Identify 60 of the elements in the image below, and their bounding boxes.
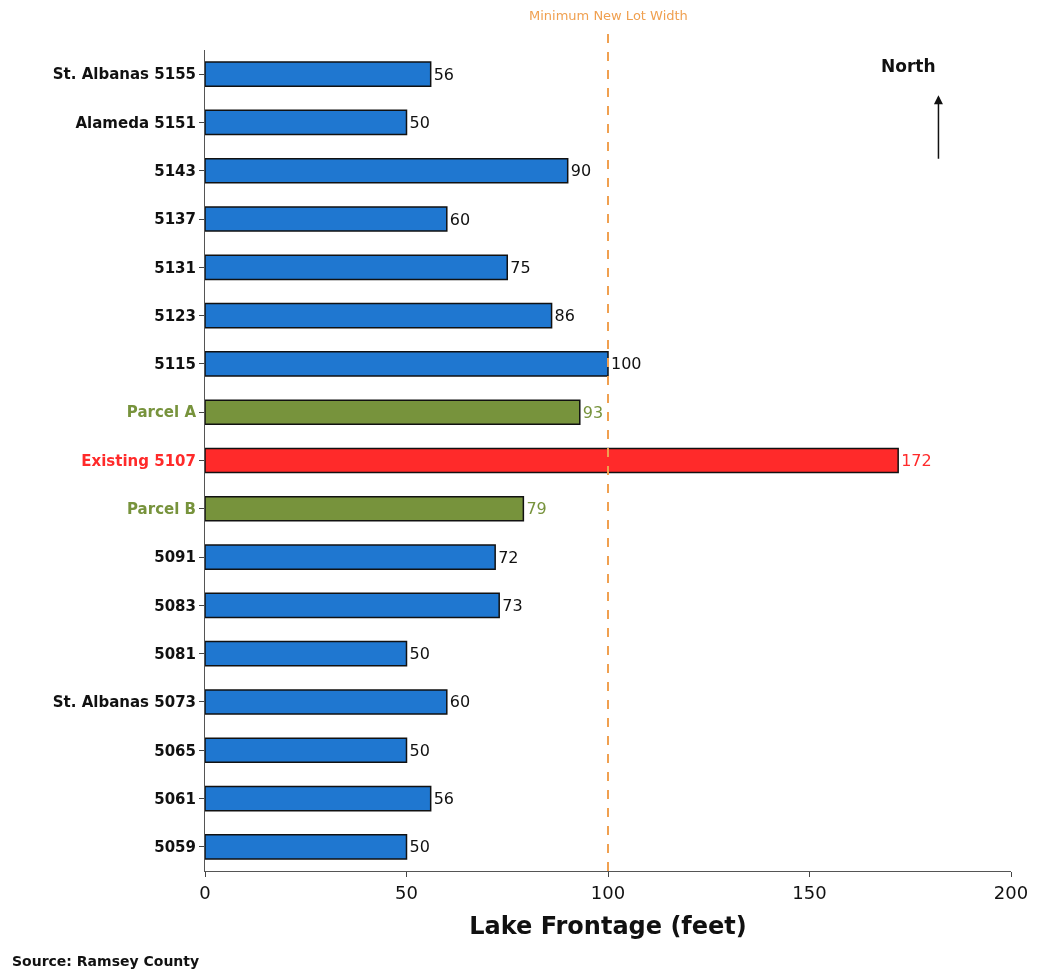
y-tick-label: St. Albanas 5155 [52,65,196,84]
y-tick-label: 5143 [154,161,196,180]
y-tick-label: 5083 [154,596,196,615]
data-label: 60 [449,209,471,229]
y-tick-label: 5091 [154,548,196,567]
data-label: 86 [554,306,575,326]
bar [205,447,899,474]
annotation: North [881,56,936,76]
bar [205,640,408,667]
bar [205,302,553,329]
data-label: 50 [409,644,430,664]
bar [205,834,408,860]
y-tick-label: 5065 [154,741,196,760]
y-tick-label: Parcel A [126,403,197,422]
y-tick-label: Existing 5107 [81,451,196,470]
data-label: 50 [409,112,430,132]
data-label: 100 [611,354,642,374]
bar [205,351,609,377]
y-tick-label: 5115 [154,355,196,374]
x-tick-label: 0 [199,881,211,903]
y-tick-label: 5081 [154,644,196,663]
y-tick-label: 5061 [154,789,196,808]
bar [205,544,496,570]
bar [205,399,581,426]
bar [205,61,432,87]
y-tick-label: Alameda 5151 [75,113,196,132]
data-label: 93 [582,402,604,422]
x-tick-label: 200 [993,881,1029,903]
y-tick-label: St. Albanas 5073 [52,693,196,712]
y-tick-label: Parcel B [127,500,196,519]
data-label: 172 [901,451,932,470]
data-label: 79 [526,499,547,519]
x-tick-label: 150 [792,881,827,903]
y-tick-label: 5123 [154,306,196,325]
data-label: 50 [409,837,430,857]
source-note: Source: Ramsey County [12,953,200,969]
bar [205,109,408,136]
data-label: 56 [433,789,455,809]
data-label: 72 [498,547,519,567]
bar [205,157,569,184]
bar [205,592,500,619]
y-tick-label: 5137 [154,210,196,229]
y-tick-label: 5059 [154,838,196,857]
data-label: 60 [449,692,471,712]
data-label: 75 [510,257,531,277]
x-axis-title: Lake Frontage (feet) [469,911,747,940]
x-tick-label: 100 [590,881,626,903]
data-label: 50 [409,740,430,760]
ref-line-label: Minimum New Lot Width [529,8,688,23]
data-label: 73 [502,595,523,615]
bar [205,206,448,232]
x-tick-label: 50 [395,881,418,903]
data-label: 90 [570,161,592,181]
data-label: 56 [433,64,455,84]
y-tick-label: 5131 [154,258,196,277]
bar [205,737,408,764]
bar [205,689,448,715]
bar [205,785,432,812]
bar [205,495,525,522]
bar [205,254,508,281]
